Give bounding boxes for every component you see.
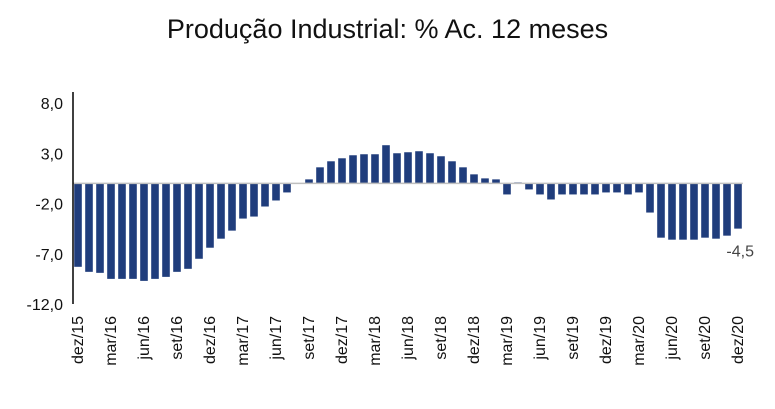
bar-out/19 — [580, 183, 588, 195]
bar-fev/20 — [624, 183, 632, 195]
x-tick-label: set/18 — [433, 316, 450, 360]
bar-out/18 — [448, 161, 456, 184]
bar-jun/18 — [404, 152, 412, 184]
x-tick-label: jun/19 — [532, 316, 549, 361]
x-tick-label: mar/18 — [367, 316, 384, 366]
bar-mar/18 — [371, 154, 379, 184]
x-tick-label: dez/20 — [730, 316, 747, 364]
bar-dez/19 — [602, 183, 610, 193]
x-axis-ticks: dez/15 mar/16 jun/16 set/16 dez/16 mar/17 jun/… — [70, 316, 747, 366]
bar-jan/16 — [85, 183, 93, 272]
bar-nov/18 — [459, 167, 467, 184]
bar-ago/20 — [690, 183, 698, 240]
bar-fev/18 — [360, 154, 368, 184]
x-tick-label: mar/16 — [103, 316, 120, 366]
y-tick-label: 8,0 — [41, 96, 63, 113]
x-tick-label: dez/19 — [598, 316, 615, 364]
bar-ago/18 — [426, 153, 434, 184]
bar-mar/19 — [503, 183, 511, 195]
bar-ago/19 — [558, 183, 566, 195]
bar-fev/17 — [228, 183, 236, 231]
bar-dez/16 — [206, 183, 214, 248]
bars-layer — [74, 145, 742, 281]
bar-abr/20 — [646, 183, 654, 213]
y-tick-label: 3,0 — [41, 146, 63, 163]
bar-abr/16 — [118, 183, 126, 279]
bar-jul/18 — [415, 151, 423, 184]
x-tick-label: dez/18 — [466, 316, 483, 364]
bar-fev/16 — [96, 183, 104, 273]
bar-dez/15 — [74, 183, 82, 267]
bar-jul/17 — [283, 183, 291, 193]
x-tick-label: mar/19 — [499, 316, 516, 366]
bar-ago/16 — [162, 183, 170, 277]
x-tick-label: set/20 — [697, 316, 714, 360]
bar-nov/19 — [591, 183, 599, 195]
x-tick-label: jun/17 — [268, 316, 285, 361]
bar-abr/17 — [250, 183, 258, 217]
bar-jun/20 — [668, 183, 676, 240]
bar-jun/19 — [536, 183, 544, 195]
bar-set/17 — [305, 179, 313, 184]
bar-jan/19 — [481, 178, 489, 184]
x-tick-label: dez/17 — [334, 316, 351, 364]
x-tick-label: mar/20 — [631, 316, 648, 366]
bar-mai/18 — [393, 153, 401, 184]
x-tick-label: jun/16 — [136, 316, 153, 361]
bar-mai/16 — [129, 183, 137, 279]
data-labels: -4,5 — [726, 244, 754, 261]
bar-mar/16 — [107, 183, 115, 279]
x-tick-label: dez/16 — [202, 316, 219, 364]
bar-jan/20 — [613, 183, 621, 193]
bar-jan/18 — [349, 155, 357, 184]
bar-out/20 — [712, 183, 720, 239]
bar-set/20 — [701, 183, 709, 238]
bar-dez/18 — [470, 174, 478, 184]
bar-mai/20 — [657, 183, 665, 238]
bar-mar/17 — [239, 183, 247, 219]
bar-set/16 — [173, 183, 181, 272]
x-tick-label: jun/20 — [664, 316, 681, 361]
bar-jun/17 — [272, 183, 280, 201]
y-tick-label: -7,0 — [35, 247, 63, 264]
bar-nov/16 — [195, 183, 203, 259]
x-tick-label: jun/18 — [400, 316, 417, 361]
x-tick-label: set/17 — [301, 316, 318, 360]
y-tick-label: -12,0 — [27, 297, 64, 314]
bar-jul/19 — [547, 183, 555, 200]
bar-set/18 — [437, 156, 445, 184]
bar-abr/18 — [382, 145, 390, 184]
bar-mai/17 — [261, 183, 269, 207]
bar-fev/19 — [492, 179, 500, 184]
bar-dez/20 — [734, 183, 742, 229]
bar-jul/16 — [151, 183, 159, 279]
bar-nov/20 — [723, 183, 731, 236]
bar-dez/17 — [338, 158, 346, 184]
chart-title: Produção Industrial: % Ac. 12 meses — [166, 14, 609, 44]
x-tick-label: dez/15 — [70, 316, 87, 364]
bar-jul/20 — [679, 183, 687, 240]
x-tick-label: set/19 — [565, 316, 582, 360]
data-label-dez/20: -4,5 — [726, 244, 754, 261]
y-tick-label: -2,0 — [35, 197, 63, 214]
bar-out/17 — [316, 167, 324, 184]
bar-mar/20 — [635, 183, 643, 193]
y-axis-ticks: 8,0 3,0 -2,0 -7,0 -12,0 — [27, 96, 64, 314]
bar-set/19 — [569, 183, 577, 195]
bar-jun/16 — [140, 183, 148, 281]
x-tick-label: mar/17 — [235, 316, 252, 366]
bar-nov/17 — [327, 161, 335, 184]
bar-out/16 — [184, 183, 192, 269]
x-tick-label: set/16 — [169, 316, 186, 360]
bar-jan/17 — [217, 183, 225, 239]
bar-mai/19 — [525, 183, 533, 190]
